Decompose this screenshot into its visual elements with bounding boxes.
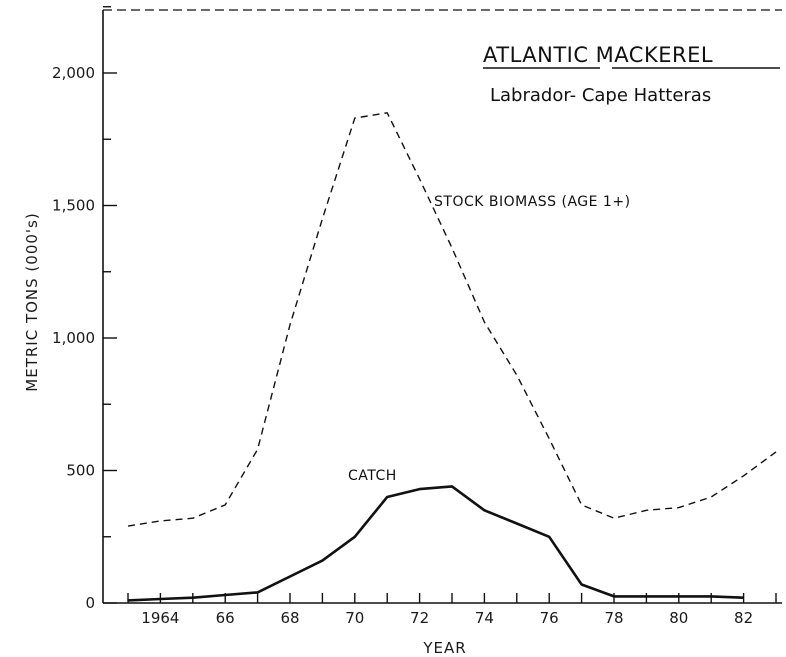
y-tick-label: 1,500 [52,197,95,215]
x-tick-label: 66 [216,609,235,627]
x-tick-label: 76 [540,609,559,627]
series-line-stock-biomass [127,112,777,527]
y-tick-label: 500 [66,462,95,480]
x-tick-label: 82 [734,609,753,627]
axes [102,9,782,604]
series-label-stock-biomass: STOCK BIOMASS (AGE 1+) [434,194,631,210]
x-tick-label: 1964 [141,609,179,627]
y-tick-label: 0 [85,594,95,612]
x-tick-label: 74 [475,609,494,627]
series-label-catch: CATCH [348,468,397,484]
x-tick-label: 78 [604,609,623,627]
y-tick-label: 2,000 [52,64,95,82]
y-ticks: 0 500 1,000 1,500 2,000 [52,6,117,612]
x-tick-label: 70 [345,609,364,627]
series-line-catch [127,485,744,602]
y-tick-label: 1,000 [52,329,95,347]
chart-subtitle: Labrador- Cape Hatteras [490,85,711,106]
series-layer [127,112,777,602]
x-ticks: 1964 66 68 70 72 74 76 78 80 82 [127,593,777,627]
x-tick-label: 68 [280,609,299,627]
x-axis-title: YEAR [422,639,466,657]
x-tick-label: 72 [410,609,429,627]
y-axis-title: METRIC TONS (000's) [23,212,41,391]
x-tick-label: 80 [669,609,688,627]
chart-title: ATLANTIC MACKEREL [483,43,713,67]
